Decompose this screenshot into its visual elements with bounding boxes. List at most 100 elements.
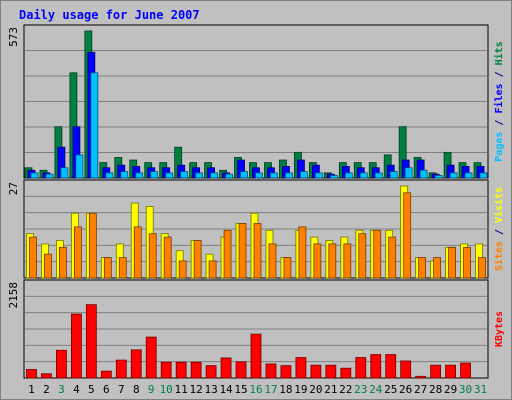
bar-kbytes-day-23 — [355, 357, 367, 379]
bar-kbytes-day-24 — [370, 354, 382, 379]
bar-pages-day-26 — [404, 167, 413, 179]
day-label-4: 4 — [73, 383, 80, 396]
bar-sites-day-24 — [373, 229, 382, 279]
day-label-30: 30 — [459, 383, 472, 396]
panel-visits-sites: 27 Sites / Visits — [7, 179, 505, 279]
bar-kbytes-day-16 — [250, 333, 262, 379]
bar-pages-day-4 — [75, 154, 84, 179]
day-label-12: 12 — [190, 383, 203, 396]
series-label-part: Pages — [494, 132, 505, 162]
bar-sites-day-16 — [253, 223, 262, 279]
day-label-17: 17 — [264, 383, 277, 396]
day-label-14: 14 — [219, 383, 233, 396]
bar-sites-day-15 — [238, 223, 247, 279]
day-label-7: 7 — [118, 383, 125, 396]
chart-panels: 573 Pages / Files / Hits 27 Sites / Visits2… — [7, 24, 505, 379]
bar-kbytes-day-25 — [385, 354, 397, 379]
bar-sites-day-18 — [283, 257, 292, 279]
bar-pages-day-30 — [464, 172, 473, 179]
bar-sites-day-4 — [73, 226, 82, 279]
series-label-part: / — [494, 114, 505, 132]
day-label-11: 11 — [175, 383, 188, 396]
bar-sites-day-6 — [103, 257, 112, 279]
bar-kbytes-day-7 — [115, 359, 127, 379]
bar-sites-day-5 — [88, 212, 97, 279]
series-axis-label: KBytes — [494, 311, 505, 347]
bar-kbytes-day-28 — [430, 364, 442, 379]
bar-sites-day-17 — [268, 243, 277, 279]
bar-sites-day-13 — [208, 260, 217, 279]
day-label-21: 21 — [324, 383, 337, 396]
bar-sites-day-8 — [133, 226, 142, 279]
bar-kbytes-day-17 — [265, 363, 277, 379]
bar-kbytes-day-4 — [70, 313, 82, 379]
bar-kbytes-day-22 — [340, 367, 352, 379]
bar-sites-day-30 — [463, 246, 471, 279]
bar-pages-day-22 — [344, 172, 353, 179]
day-label-27: 27 — [414, 383, 427, 396]
bar-sites-day-25 — [388, 236, 397, 279]
bar-kbytes-day-30 — [460, 362, 471, 379]
bar-sites-day-14 — [223, 229, 232, 279]
y-max-label: 573 — [7, 27, 20, 47]
bar-sites-day-27 — [418, 257, 427, 279]
bar-sites-day-19 — [298, 226, 307, 279]
y-max-label: 27 — [7, 182, 20, 195]
bar-pages-day-9 — [150, 171, 159, 179]
day-label-31: 31 — [474, 383, 487, 396]
bar-kbytes-day-9 — [145, 336, 157, 379]
series-axis-label: Pages / Files / Hits — [493, 41, 505, 161]
series-label-part: Hits — [493, 41, 505, 65]
bar-sites-day-28 — [433, 257, 442, 279]
bar-kbytes-day-26 — [400, 360, 412, 379]
bar-kbytes-day-11 — [175, 361, 187, 379]
bar-sites-day-26 — [403, 192, 412, 279]
bar-kbytes-day-5 — [85, 304, 97, 379]
bar-kbytes-day-20 — [310, 364, 322, 379]
bar-pages-day-6 — [105, 172, 114, 179]
day-label-26: 26 — [399, 383, 412, 396]
bar-sites-day-23 — [358, 233, 367, 279]
bar-sites-day-21 — [328, 243, 337, 279]
bar-kbytes-day-29 — [445, 364, 456, 379]
day-label-8: 8 — [133, 383, 140, 396]
day-label-19: 19 — [294, 383, 307, 396]
bar-pages-day-27 — [419, 169, 428, 179]
bar-pages-day-23 — [359, 172, 368, 179]
bar-sites-day-29 — [448, 246, 456, 279]
bar-sites-day-12 — [193, 240, 202, 279]
bar-pages-day-8 — [135, 172, 144, 179]
bar-pages-day-1 — [30, 172, 39, 179]
day-label-1: 1 — [28, 383, 35, 396]
bar-kbytes-day-14 — [220, 357, 232, 379]
bar-pages-day-18 — [285, 172, 293, 179]
bar-pages-day-10 — [165, 172, 174, 179]
bar-pages-day-19 — [300, 171, 308, 179]
bar-pages-day-7 — [120, 171, 129, 179]
bar-pages-day-13 — [210, 172, 218, 179]
bar-sites-day-11 — [178, 260, 187, 279]
day-label-28: 28 — [429, 383, 442, 396]
bar-kbytes-day-18 — [280, 365, 292, 379]
series-axis-label: Sites / Visits — [493, 187, 505, 271]
bar-pages-day-14 — [225, 173, 233, 179]
bar-pages-day-29 — [449, 172, 458, 179]
day-label-2: 2 — [43, 383, 50, 396]
bar-kbytes-day-8 — [130, 349, 142, 379]
bar-kbytes-day-2 — [41, 373, 52, 379]
day-label-9: 9 — [148, 383, 155, 396]
bar-sites-day-2 — [44, 253, 52, 279]
bar-pages-day-24 — [374, 172, 383, 179]
bar-pages-day-31 — [479, 172, 488, 179]
day-label-13: 13 — [204, 383, 217, 396]
day-label-25: 25 — [384, 383, 397, 396]
day-label-29: 29 — [444, 383, 457, 396]
bar-kbytes-day-13 — [205, 365, 217, 379]
day-label-15: 15 — [234, 383, 247, 396]
bar-pages-day-17 — [270, 172, 278, 179]
bar-sites-day-31 — [478, 257, 486, 279]
bar-sites-day-7 — [118, 257, 127, 279]
bar-sites-day-9 — [148, 233, 157, 279]
chart-title: Daily usage for June 2007 — [19, 8, 200, 22]
bar-sites-day-10 — [163, 236, 172, 279]
